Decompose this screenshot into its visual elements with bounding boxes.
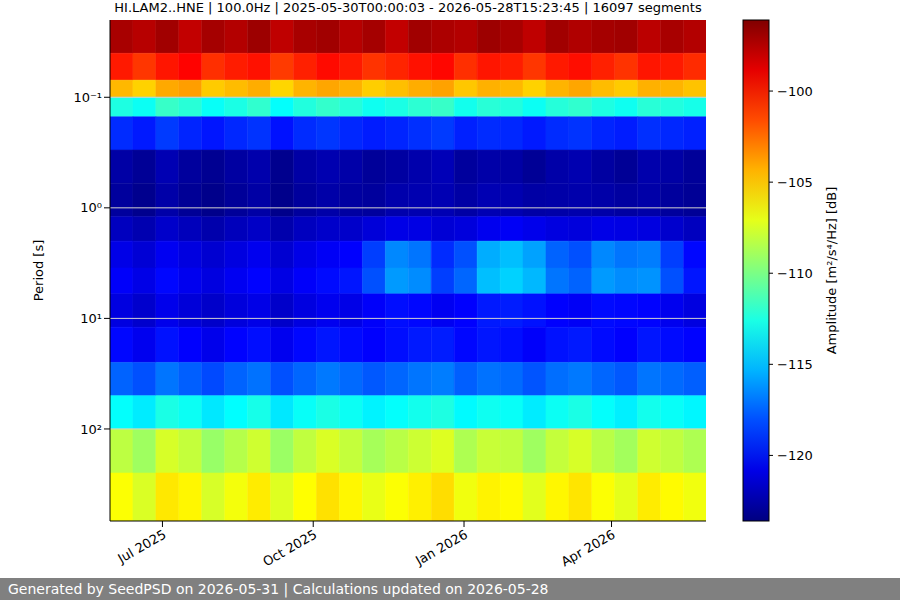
- svg-text:Period [s]: Period [s]: [31, 240, 46, 302]
- svg-text:Amplitude [m²/s⁴/Hz] [dB]: Amplitude [m²/s⁴/Hz] [dB]: [824, 187, 839, 355]
- svg-text:10¹: 10¹: [80, 311, 102, 326]
- svg-text:−110: −110: [777, 266, 813, 281]
- svg-text:10⁻¹: 10⁻¹: [73, 90, 102, 105]
- svg-text:−115: −115: [777, 357, 813, 372]
- svg-text:Jan 2026: Jan 2026: [412, 527, 470, 569]
- svg-text:−120: −120: [777, 448, 813, 463]
- svg-text:Jul 2025: Jul 2025: [114, 527, 168, 567]
- svg-text:10⁰: 10⁰: [80, 200, 102, 215]
- svg-text:−105: −105: [777, 175, 813, 190]
- svg-text:Apr 2026: Apr 2026: [558, 527, 617, 570]
- svg-text:10²: 10²: [80, 422, 102, 437]
- html-text:HI.LAM2..HNE | 100.0Hz | 2025-: HI.LAM2..HNE | 100.0Hz | 2025-05-30T00:0…: [114, 0, 702, 15]
- svg-text:Oct 2025: Oct 2025: [260, 527, 319, 570]
- svg-text:−100: −100: [777, 84, 813, 99]
- html-text:Generated by SeedPSD on 2026-0: Generated by SeedPSD on 2026-05-31 | Cal…: [8, 581, 549, 597]
